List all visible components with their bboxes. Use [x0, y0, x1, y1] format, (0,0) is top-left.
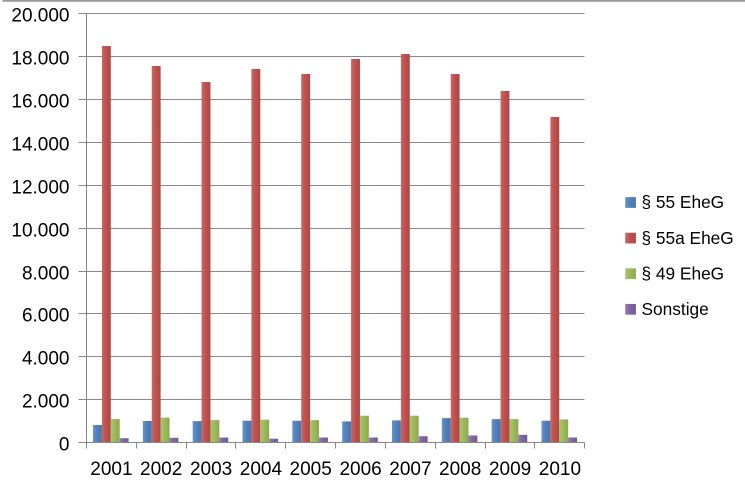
- svg-text:§ 49 EheG: § 49 EheG: [642, 263, 725, 283]
- svg-text:2005: 2005: [290, 459, 332, 480]
- svg-text:2001: 2001: [90, 459, 132, 480]
- svg-text:8.000: 8.000: [22, 264, 70, 285]
- svg-text:2008: 2008: [439, 459, 481, 480]
- svg-text:16.000: 16.000: [11, 92, 69, 113]
- svg-text:14.000: 14.000: [11, 135, 69, 156]
- svg-text:18.000: 18.000: [11, 49, 69, 70]
- svg-text:2010: 2010: [539, 459, 581, 480]
- svg-text:20.000: 20.000: [11, 6, 69, 27]
- svg-text:2007: 2007: [389, 459, 431, 480]
- svg-text:10.000: 10.000: [11, 221, 69, 242]
- svg-text:2006: 2006: [339, 459, 381, 480]
- svg-text:2004: 2004: [240, 459, 283, 480]
- svg-text:§ 55 EheG: § 55 EheG: [642, 192, 725, 212]
- svg-text:2003: 2003: [190, 459, 232, 480]
- svg-text:2002: 2002: [140, 459, 182, 480]
- svg-text:Sonstige: Sonstige: [642, 299, 709, 319]
- svg-text:4.000: 4.000: [22, 349, 70, 370]
- svg-text:12.000: 12.000: [11, 178, 69, 199]
- svg-text:2009: 2009: [489, 459, 531, 480]
- svg-text:6.000: 6.000: [22, 306, 70, 327]
- svg-text:§ 55a EheG: § 55a EheG: [642, 228, 734, 248]
- svg-text:2.000: 2.000: [22, 392, 70, 413]
- svg-text:0: 0: [59, 435, 70, 456]
